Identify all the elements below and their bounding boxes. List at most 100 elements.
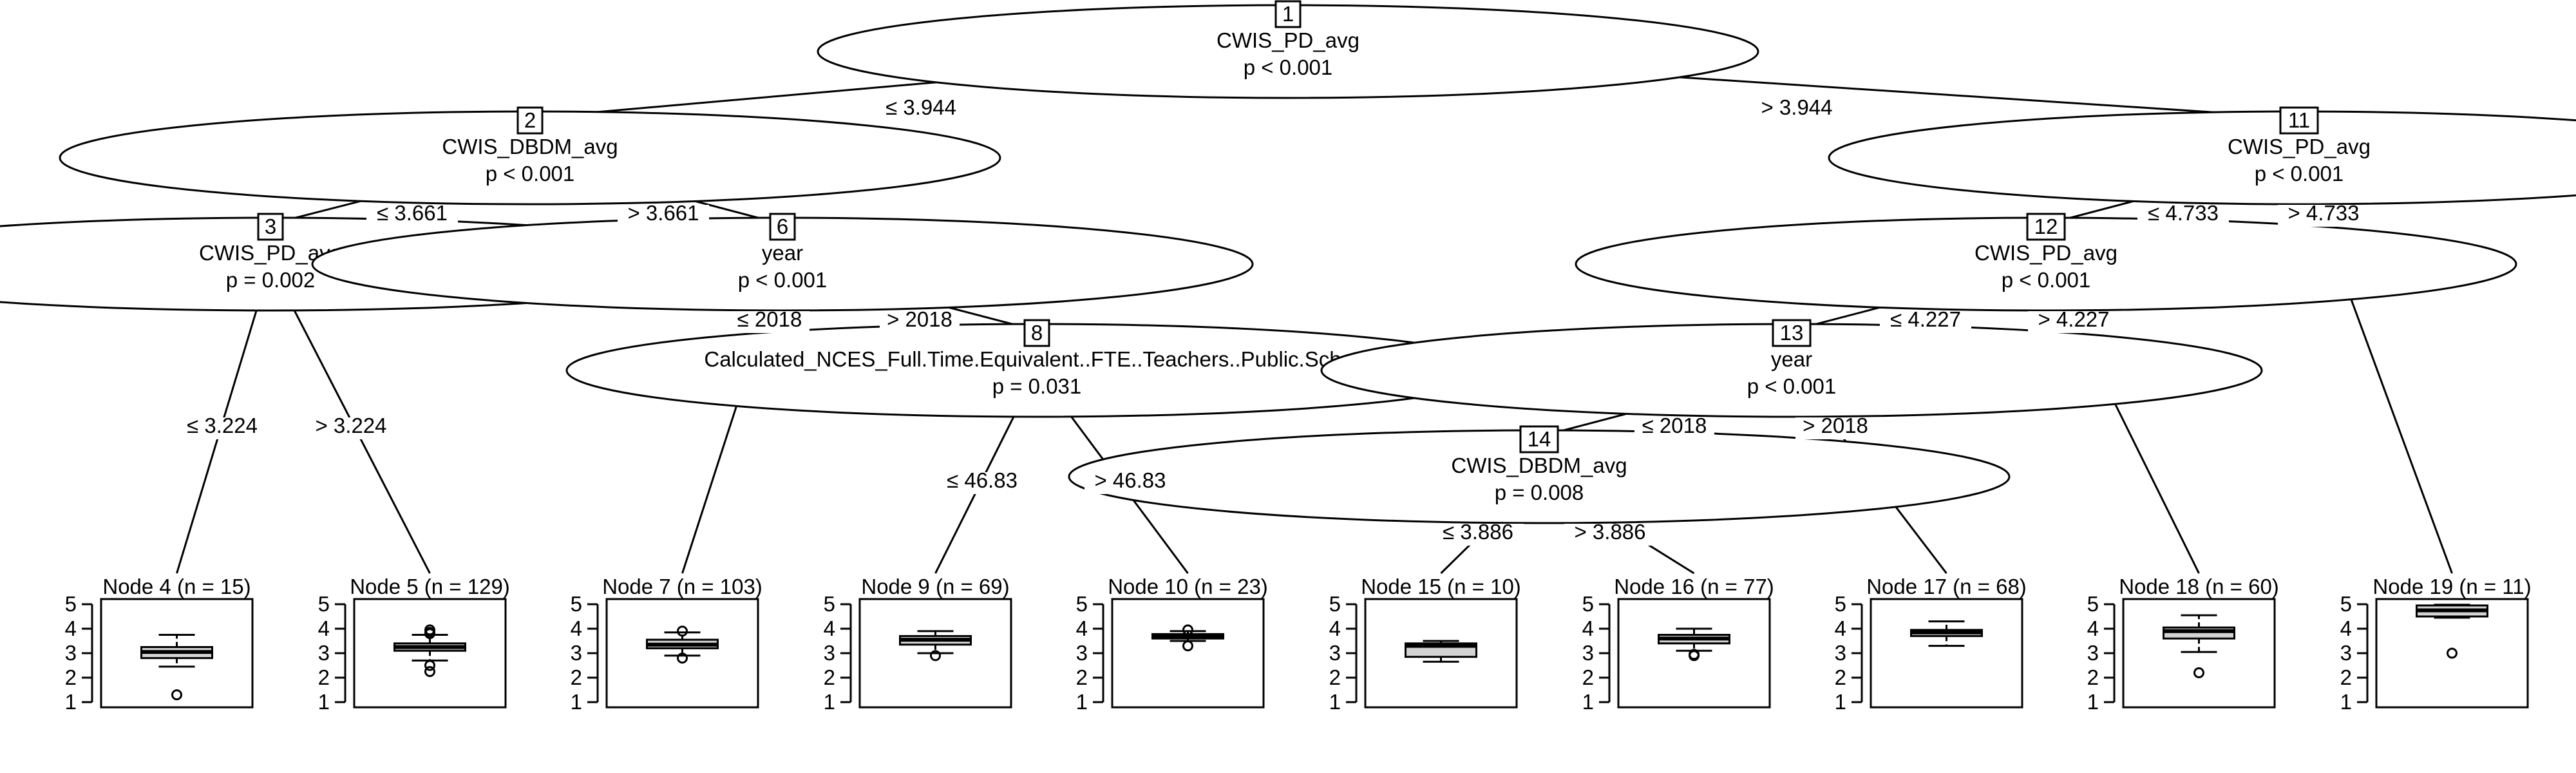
y-tick-label: 5 [2340, 592, 2352, 616]
edge-label: ≤ 2018 [737, 307, 802, 331]
edge-label-bg [730, 311, 810, 333]
node-id: 2 [524, 108, 536, 132]
edge-label: > 3.661 [627, 201, 699, 225]
split-variable: CWIS_PD_avg [2228, 135, 2371, 158]
node-id-box [1274, 0, 1302, 28]
split-variable: year [1771, 347, 1812, 371]
outlier-point [424, 666, 435, 677]
y-tick-label: 2 [2087, 665, 2099, 689]
panel-title: Node 16 (n = 77) [1614, 575, 1774, 598]
outlier-point [930, 650, 941, 662]
panel-title: Node 4 (n = 15) [102, 575, 251, 598]
node-id: 13 [1780, 321, 1804, 345]
panel-title: Node 9 (n = 69) [861, 575, 1009, 598]
outlier-point [2193, 667, 2204, 678]
outlier-point [677, 653, 688, 664]
node-id-box [516, 106, 544, 135]
y-tick-label: 2 [1076, 665, 1088, 689]
outlier-point [677, 625, 688, 637]
y-tick-label: 4 [824, 616, 835, 640]
y-tick-label: 4 [318, 616, 330, 640]
y-tick-label: 4 [2087, 616, 2099, 640]
edge-label: > 4.733 [2287, 201, 2359, 225]
edge-label: > 4.227 [2038, 307, 2109, 331]
y-tick-label: 4 [2340, 616, 2352, 640]
y-tick-label: 5 [571, 592, 582, 616]
p-value: p < 0.001 [2255, 162, 2344, 186]
node-id: 11 [2288, 108, 2310, 132]
y-tick-label: 3 [1582, 641, 1594, 665]
y-tick-label: 5 [824, 592, 835, 616]
split-variable: CWIS_DBDM_avg [1451, 453, 1627, 477]
edge-label: ≤ 3.944 [886, 95, 956, 119]
edge-label-bg [2028, 311, 2119, 333]
p-value: p = 0.031 [992, 374, 1082, 398]
y-tick-label: 5 [65, 592, 77, 616]
node-id: 12 [2034, 215, 2058, 238]
edge-label-bg [366, 205, 458, 227]
edge-label-bg [1634, 417, 1714, 439]
node-id: 8 [1031, 321, 1043, 345]
edge-label-bg [1751, 99, 1842, 121]
p-value: p < 0.001 [486, 162, 575, 186]
panel-title: Node 18 (n = 60) [2119, 575, 2279, 598]
y-tick-label: 4 [1835, 616, 1846, 640]
y-tick-label: 1 [1582, 690, 1594, 714]
edge-label: > 2018 [887, 307, 952, 331]
y-tick-label: 3 [571, 641, 582, 665]
y-tick-label: 1 [318, 690, 330, 714]
edge-label-bg [2278, 205, 2369, 227]
outlier-point [2447, 647, 2458, 659]
edge-label-bg [880, 311, 960, 333]
y-tick-label: 2 [2340, 665, 2352, 689]
edge-label-bg [305, 417, 397, 439]
y-tick-label: 1 [2340, 690, 2352, 714]
y-tick-label: 1 [1329, 690, 1341, 714]
edge-label-bg [1564, 524, 1656, 546]
p-value: p < 0.001 [2002, 268, 2091, 292]
outlier-point [171, 689, 182, 701]
inner-node-6: 6 year p < 0.001 [311, 213, 1254, 312]
y-tick-label: 5 [1835, 592, 1846, 616]
y-tick-label: 2 [1582, 665, 1594, 689]
edge-label: > 3.224 [315, 414, 386, 437]
inner-node-8: 8Calculated_NCES_Full.Time.Equivalent..F… [565, 319, 1508, 418]
edge-label: ≤ 4.733 [2148, 201, 2219, 225]
outlier-point [1689, 649, 1700, 660]
edge-label: ≤ 46.83 [947, 468, 1018, 492]
p-value: p = 0.002 [226, 268, 316, 292]
p-value: p < 0.001 [1747, 374, 1837, 398]
panel-frame [1617, 598, 1771, 709]
y-tick-label: 3 [1329, 641, 1341, 665]
node-id-box [1772, 319, 1812, 347]
y-tick-label: 1 [824, 690, 835, 714]
node-id-box [2026, 213, 2066, 241]
y-tick-label: 5 [1076, 592, 1088, 616]
node-id: 3 [265, 215, 276, 238]
y-tick-label: 4 [571, 616, 582, 640]
y-tick-label: 1 [1835, 690, 1846, 714]
y-tick-label: 2 [65, 665, 77, 689]
panel-frame [1111, 598, 1265, 709]
panel-title: Node 19 (n = 11) [2372, 575, 2531, 598]
y-tick-label: 4 [65, 616, 77, 640]
y-tick-label: 4 [1076, 616, 1088, 640]
edge-label: ≤ 2018 [1642, 414, 1707, 437]
y-tick-label: 1 [571, 690, 582, 714]
edge-label: ≤ 3.886 [1443, 520, 1513, 544]
y-tick-label: 4 [1582, 616, 1594, 640]
y-tick-label: 2 [318, 665, 330, 689]
